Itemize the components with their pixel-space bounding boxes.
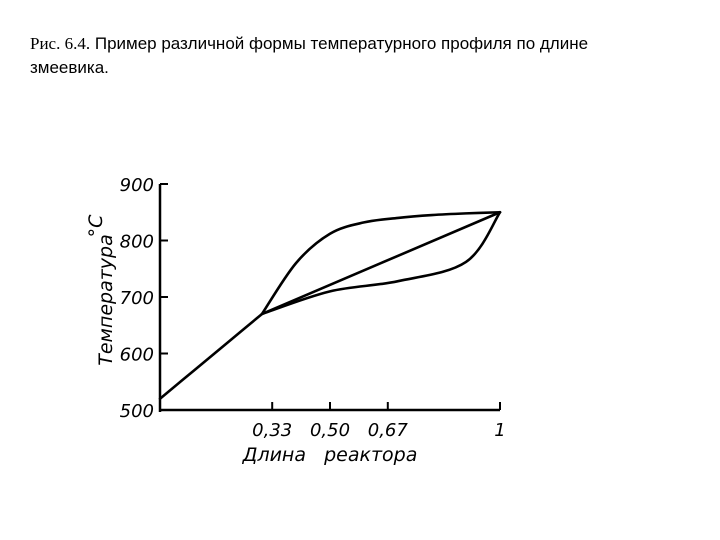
y-tick-label: 900 bbox=[120, 175, 154, 196]
caption-text: Пример различной формы температурного пр… bbox=[30, 34, 589, 77]
y-axis-title: Температура bbox=[95, 234, 117, 365]
x-tick-label: 0,67 bbox=[368, 420, 409, 441]
axes bbox=[158, 184, 500, 412]
x-axis-title: Длина реактора bbox=[242, 444, 418, 466]
y-tick-label: 500 bbox=[120, 401, 154, 422]
ticks: 500 600 700 800 900 0,33 0,50 0,67 1 bbox=[120, 175, 506, 441]
x-tick-label: 1 bbox=[494, 420, 505, 441]
y-tick-label: 700 bbox=[120, 288, 154, 309]
series-line bbox=[260, 210, 502, 316]
series-line bbox=[260, 210, 502, 316]
y-axis-unit: °C bbox=[85, 214, 107, 238]
series-line bbox=[260, 210, 502, 316]
y-tick-label: 800 bbox=[120, 232, 154, 253]
y-tick-label: 600 bbox=[120, 345, 154, 366]
series bbox=[158, 210, 502, 400]
x-tick-label: 0,33 bbox=[252, 420, 292, 441]
caption-prefix: Рис. 6.4. bbox=[30, 34, 91, 53]
x-tick-label: 0,50 bbox=[310, 420, 350, 441]
figure-caption: Рис. 6.4. Пример различной формы темпера… bbox=[30, 32, 670, 80]
series-line bbox=[158, 312, 264, 400]
